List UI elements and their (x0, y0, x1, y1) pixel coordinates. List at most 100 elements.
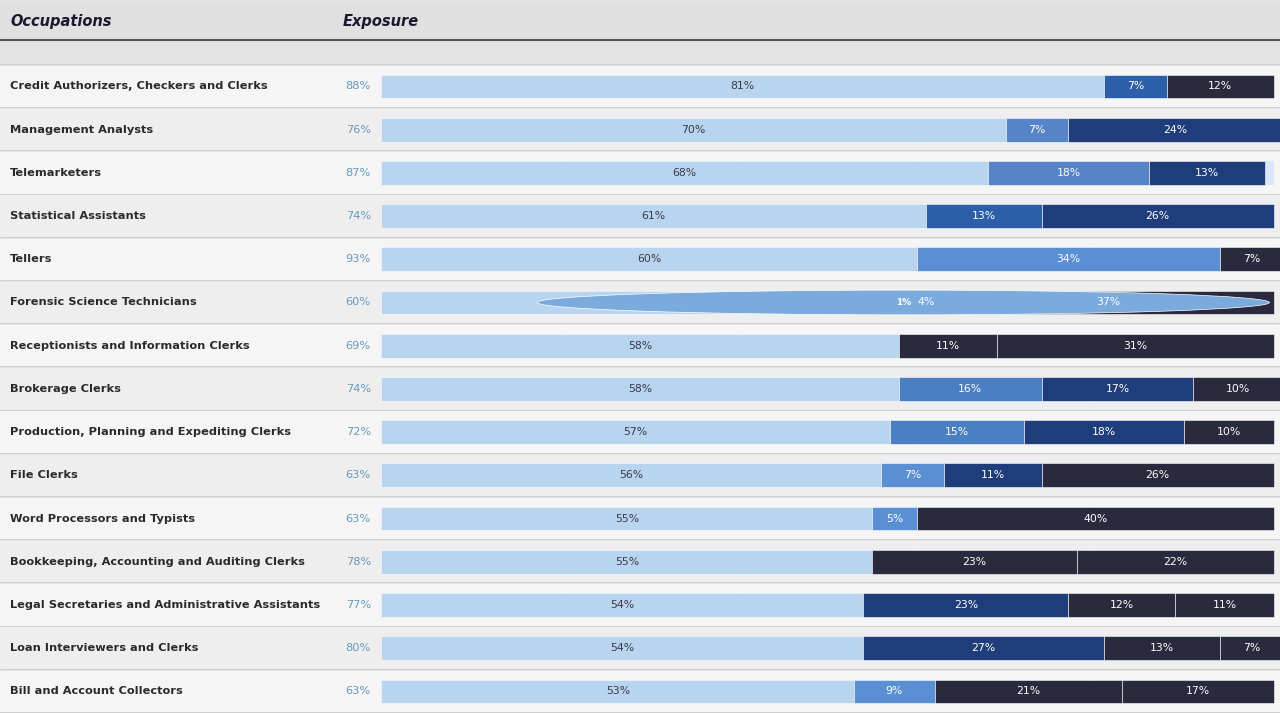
Bar (0, 282, 1280, 323)
Bar (872, 507, 916, 530)
Text: 16%: 16% (959, 384, 982, 394)
Bar (381, 679, 854, 703)
Text: 26%: 26% (1146, 211, 1170, 221)
Text: 9%: 9% (886, 687, 904, 697)
Bar (943, 291, 1274, 314)
Text: 55%: 55% (614, 513, 639, 523)
Bar (381, 679, 1274, 703)
Text: 24%: 24% (1164, 125, 1188, 135)
Bar (1184, 420, 1274, 444)
Bar (381, 463, 1274, 487)
Bar (0, 671, 1280, 712)
Text: 13%: 13% (972, 211, 996, 221)
Bar (1220, 636, 1280, 660)
Circle shape (538, 290, 1270, 315)
Bar (1078, 550, 1274, 574)
Text: 22%: 22% (1164, 557, 1188, 567)
Bar (0, 195, 1280, 237)
Bar (381, 636, 863, 660)
Bar (0, 411, 1280, 453)
Bar (0, 325, 1280, 366)
Text: Management Analysts: Management Analysts (10, 125, 154, 135)
Text: 72%: 72% (346, 427, 371, 437)
Text: 78%: 78% (346, 557, 371, 567)
Bar (0, 4, 1280, 40)
Bar (1042, 377, 1193, 401)
Bar (925, 204, 1042, 228)
Text: Forensic Science Technicians: Forensic Science Technicians (10, 297, 197, 307)
Text: 17%: 17% (1185, 687, 1210, 697)
Bar (381, 507, 1274, 530)
Bar (863, 636, 1105, 660)
Text: 88%: 88% (346, 81, 371, 91)
Bar (934, 679, 1123, 703)
Bar (872, 550, 1078, 574)
Text: Occupations: Occupations (10, 14, 111, 29)
Text: 13%: 13% (1194, 168, 1219, 178)
Text: 80%: 80% (346, 643, 371, 653)
Text: 34%: 34% (1056, 255, 1080, 265)
Bar (381, 291, 1274, 314)
Text: 60%: 60% (346, 297, 371, 307)
Text: 17%: 17% (1106, 384, 1129, 394)
Bar (381, 377, 1274, 401)
Bar (1220, 247, 1280, 271)
Bar (1069, 118, 1280, 141)
Bar (899, 377, 1042, 401)
Text: Exposure: Exposure (343, 14, 419, 29)
Bar (381, 204, 925, 228)
Text: Word Processors and Typists: Word Processors and Typists (10, 513, 196, 523)
Text: Loan Interviewers and Clerks: Loan Interviewers and Clerks (10, 643, 198, 653)
Text: 53%: 53% (605, 687, 630, 697)
Text: 74%: 74% (346, 211, 371, 221)
Text: 23%: 23% (954, 600, 978, 610)
Text: Legal Secretaries and Administrative Assistants: Legal Secretaries and Administrative Ass… (10, 600, 320, 610)
Text: 5%: 5% (886, 513, 904, 523)
Bar (381, 420, 890, 444)
Bar (381, 161, 988, 185)
Bar (1123, 679, 1274, 703)
Text: 58%: 58% (628, 384, 653, 394)
Text: 60%: 60% (637, 255, 662, 265)
Text: 11%: 11% (1212, 600, 1236, 610)
Text: 81%: 81% (731, 81, 755, 91)
Bar (381, 507, 872, 530)
Bar (1105, 636, 1220, 660)
Text: Production, Planning and Expediting Clerks: Production, Planning and Expediting Cler… (10, 427, 292, 437)
Bar (854, 679, 934, 703)
Text: Credit Authorizers, Checkers and Clerks: Credit Authorizers, Checkers and Clerks (10, 81, 268, 91)
Text: 54%: 54% (611, 600, 635, 610)
Text: 58%: 58% (628, 341, 653, 351)
Text: 12%: 12% (1208, 81, 1233, 91)
Text: 55%: 55% (614, 557, 639, 567)
Text: Bill and Account Collectors: Bill and Account Collectors (10, 687, 183, 697)
Bar (381, 204, 1274, 228)
Bar (0, 239, 1280, 280)
Text: File Clerks: File Clerks (10, 471, 78, 481)
Text: 63%: 63% (346, 471, 371, 481)
Bar (381, 75, 1274, 98)
Bar (381, 463, 881, 487)
Bar (381, 420, 1274, 444)
Bar (0, 152, 1280, 194)
Text: 58%: 58% (628, 297, 653, 307)
Bar (381, 593, 1274, 617)
Text: 11%: 11% (936, 341, 960, 351)
Bar (0, 627, 1280, 669)
Bar (943, 463, 1042, 487)
Bar (0, 109, 1280, 150)
Text: 12%: 12% (1110, 600, 1134, 610)
Bar (881, 463, 943, 487)
Text: 1%: 1% (896, 298, 911, 307)
Bar (988, 161, 1148, 185)
Bar (381, 247, 916, 271)
Bar (899, 334, 997, 358)
Bar (0, 584, 1280, 626)
Text: 74%: 74% (346, 384, 371, 394)
Bar (863, 593, 1069, 617)
Text: 7%: 7% (1029, 125, 1046, 135)
Text: 87%: 87% (346, 168, 371, 178)
Bar (916, 507, 1274, 530)
Bar (381, 161, 1274, 185)
Bar (0, 541, 1280, 583)
